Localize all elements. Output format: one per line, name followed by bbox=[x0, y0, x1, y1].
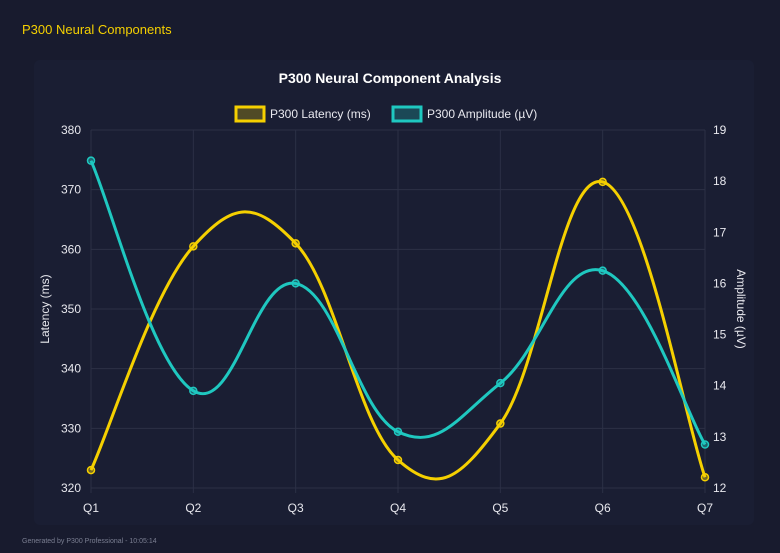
y2-tick-label: 17 bbox=[713, 225, 727, 239]
y-tick-label: 340 bbox=[61, 362, 81, 376]
y-tick-label: 360 bbox=[61, 242, 81, 256]
x-tick-label: Q6 bbox=[595, 501, 611, 515]
y2-tick-label: 19 bbox=[713, 123, 727, 137]
y-tick-label: 370 bbox=[61, 183, 81, 197]
data-point bbox=[700, 473, 710, 482]
data-point bbox=[393, 455, 403, 465]
data-point bbox=[598, 266, 607, 275]
y2-tick-label: 12 bbox=[713, 481, 727, 495]
x-tick-label: Q1 bbox=[83, 501, 99, 515]
page-title: P300 Neural Components bbox=[22, 22, 172, 37]
y2-tick-label: 16 bbox=[713, 276, 727, 290]
legend-swatch bbox=[234, 105, 266, 123]
data-point bbox=[189, 242, 198, 251]
legend-swatch bbox=[391, 105, 423, 123]
chart-title: P300 Neural Component Analysis bbox=[279, 70, 502, 86]
y2-axis-label: Amplitude (µV) bbox=[734, 269, 748, 349]
y2-tick-label: 15 bbox=[713, 328, 727, 342]
y-tick-label: 320 bbox=[61, 481, 81, 495]
x-tick-label: Q4 bbox=[390, 501, 406, 515]
legend-label: P300 Latency (ms) bbox=[270, 107, 371, 121]
x-tick-label: Q3 bbox=[288, 501, 304, 515]
chart-panel bbox=[34, 60, 754, 525]
series-line bbox=[89, 160, 707, 446]
y-tick-label: 330 bbox=[61, 421, 81, 435]
y-tick-label: 380 bbox=[61, 123, 81, 137]
data-point bbox=[496, 419, 505, 428]
data-point bbox=[86, 156, 96, 165]
y2-tick-label: 18 bbox=[713, 174, 727, 188]
data-point bbox=[86, 465, 96, 475]
y2-tick-label: 13 bbox=[713, 430, 727, 444]
data-point bbox=[291, 239, 300, 248]
y2-tick-label: 14 bbox=[713, 379, 727, 393]
x-tick-label: Q2 bbox=[185, 501, 201, 515]
data-point bbox=[189, 386, 198, 396]
data-point bbox=[496, 378, 505, 388]
y-axis-label: Latency (ms) bbox=[38, 274, 52, 343]
x-tick-label: Q7 bbox=[697, 501, 713, 515]
series-line bbox=[89, 180, 707, 481]
data-point bbox=[393, 427, 403, 436]
legend-label: P300 Amplitude (µV) bbox=[427, 107, 537, 121]
footer-text: Generated by P300 Professional - 10:05:1… bbox=[22, 538, 157, 545]
data-point bbox=[598, 177, 607, 187]
data-point bbox=[291, 279, 300, 288]
y-tick-label: 350 bbox=[61, 302, 81, 316]
x-tick-label: Q5 bbox=[492, 501, 508, 515]
data-point bbox=[700, 440, 710, 449]
